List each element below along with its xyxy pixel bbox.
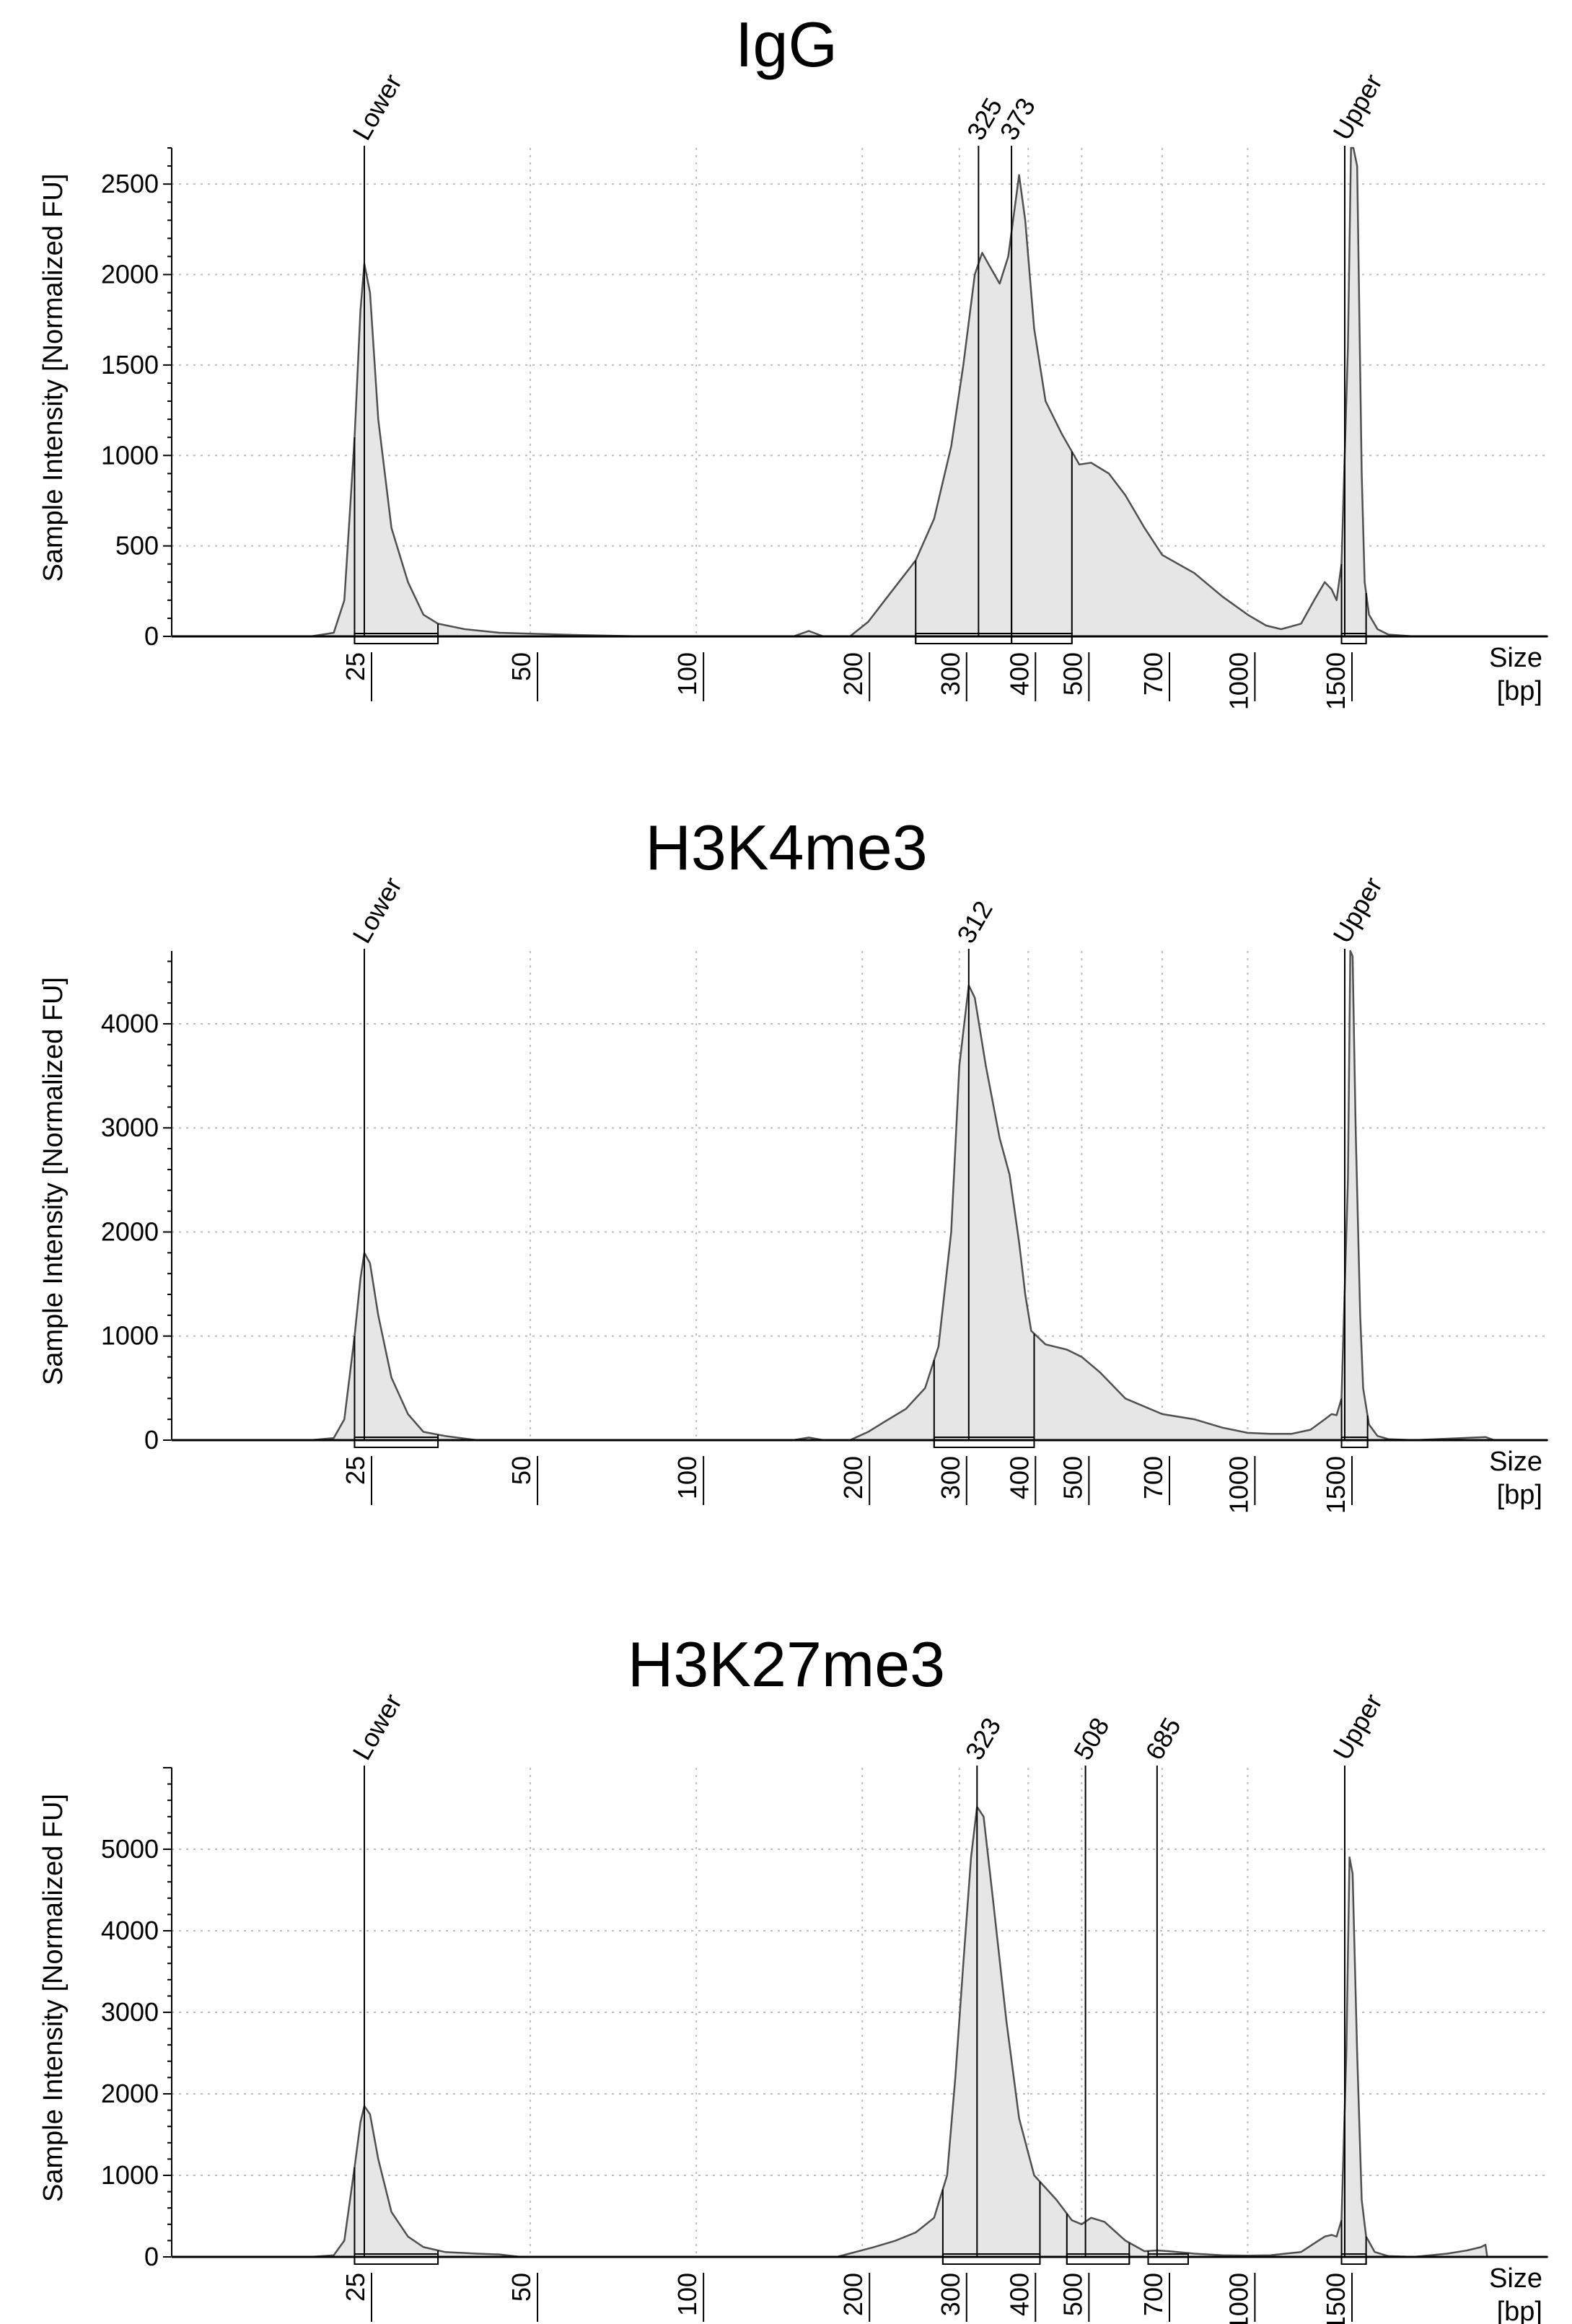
sample-trace — [170, 146, 1549, 638]
x-tick-label: 400 — [1004, 1456, 1034, 1499]
x-axis-label-unit: [bp] — [1497, 2297, 1542, 2324]
peak-label: Upper — [1327, 69, 1388, 145]
x-axis-label-size: Size — [1489, 2263, 1542, 2294]
x-tick-label: 500 — [1058, 1456, 1087, 1499]
x-tick-label: 200 — [838, 2273, 868, 2316]
panel-h3k4me3: H3K4me3 0 1000 2000 3000 4000 Sample Intensity… — [38, 812, 1549, 1514]
x-axis-label-size: Size — [1489, 1447, 1542, 1477]
sample-trace — [170, 1805, 1549, 2258]
peak-label: Upper — [1327, 872, 1388, 948]
y-axis-label: Sample Intensity [Normalized FU] — [38, 977, 69, 1385]
y-axis-label: Sample Intensity [Normalized FU] — [38, 1794, 69, 2202]
y-axis-label: Sample Intensity [Normalized FU] — [38, 174, 69, 582]
x-tick-label: 200 — [838, 1456, 868, 1499]
x-tick-label: 400 — [1004, 652, 1034, 696]
peak-label: 373 — [994, 92, 1042, 145]
x-tick-label: 500 — [1058, 2273, 1087, 2316]
y-tick-label: 5000 — [101, 1834, 159, 1864]
x-tick-label: 100 — [672, 652, 702, 696]
y-tick-label: 2500 — [101, 169, 159, 198]
x-tick-label: 300 — [936, 1456, 965, 1499]
x-tick-label: 1500 — [1321, 2273, 1351, 2324]
x-axis-label-unit: [bp] — [1497, 1480, 1542, 1510]
x-axis-label-size: Size — [1489, 643, 1542, 673]
x-tick-label: 1000 — [1224, 2273, 1253, 2324]
x-tick-label: 1500 — [1321, 1456, 1351, 1514]
y-tick-label: 0 — [144, 2242, 159, 2271]
sample-trace — [170, 950, 1549, 1442]
peak-label: Lower — [346, 872, 408, 948]
y-tick-label: 3000 — [101, 1997, 159, 2027]
x-tick-label: 50 — [506, 652, 536, 681]
y-tick-label: 1000 — [101, 440, 159, 470]
y-tick-label: 0 — [144, 621, 159, 651]
x-tick-label: 50 — [506, 1456, 536, 1485]
y-tick-label: 3000 — [101, 1113, 159, 1142]
y-tick-label: 4000 — [101, 1009, 159, 1038]
x-tick-label: 1000 — [1224, 652, 1253, 710]
x-tick-label: 300 — [936, 2273, 965, 2316]
peak-label: Lower — [346, 1689, 408, 1765]
y-tick-label: 0 — [144, 1425, 159, 1455]
peak-label: 323 — [960, 1712, 1007, 1765]
peak-label: 508 — [1068, 1712, 1115, 1765]
y-tick-label: 2000 — [101, 2079, 159, 2108]
x-tick-label: 700 — [1138, 2273, 1168, 2316]
chart-title: H3K27me3 — [628, 1628, 945, 1700]
peak-label: Upper — [1327, 1689, 1388, 1765]
y-tick-label: 500 — [115, 531, 159, 561]
x-tick-label: 500 — [1058, 652, 1087, 696]
x-tick-label: 400 — [1004, 2273, 1034, 2316]
x-tick-label: 200 — [838, 652, 868, 696]
x-axis-label-unit: [bp] — [1497, 676, 1542, 706]
chart-title: H3K4me3 — [645, 812, 927, 883]
x-tick-label: 300 — [936, 652, 965, 696]
chart-title: IgG — [735, 9, 838, 80]
y-tick-label: 1000 — [101, 1321, 159, 1351]
x-tick-label: 25 — [341, 2273, 370, 2302]
x-tick-label: 25 — [341, 652, 370, 681]
x-tick-label: 100 — [672, 1456, 702, 1499]
x-tick-label: 1000 — [1224, 1456, 1253, 1514]
y-tick-label: 2000 — [101, 1216, 159, 1246]
x-tick-label: 700 — [1138, 652, 1168, 696]
peak-label: Lower — [346, 69, 408, 145]
x-tick-label: 700 — [1138, 1456, 1168, 1499]
panel-h3k27me3: H3K27me3 0 1000 2000 3000 4000 5000 Sample Inte… — [38, 1628, 1549, 2324]
panel-igg: IgG 0 500 1000 1500 2000 2500 Sample Intensity … — [38, 9, 1549, 710]
x-tick-label: 100 — [672, 2273, 702, 2316]
x-tick-label: 50 — [506, 2273, 536, 2302]
peak-label: 312 — [951, 895, 998, 948]
x-tick-label: 25 — [341, 1456, 370, 1485]
peak-label: 685 — [1139, 1712, 1187, 1765]
y-tick-label: 2000 — [101, 260, 159, 289]
y-tick-label: 1000 — [101, 2160, 159, 2190]
y-tick-label: 1500 — [101, 350, 159, 380]
x-tick-label: 1500 — [1321, 652, 1351, 710]
y-tick-label: 4000 — [101, 1916, 159, 1945]
